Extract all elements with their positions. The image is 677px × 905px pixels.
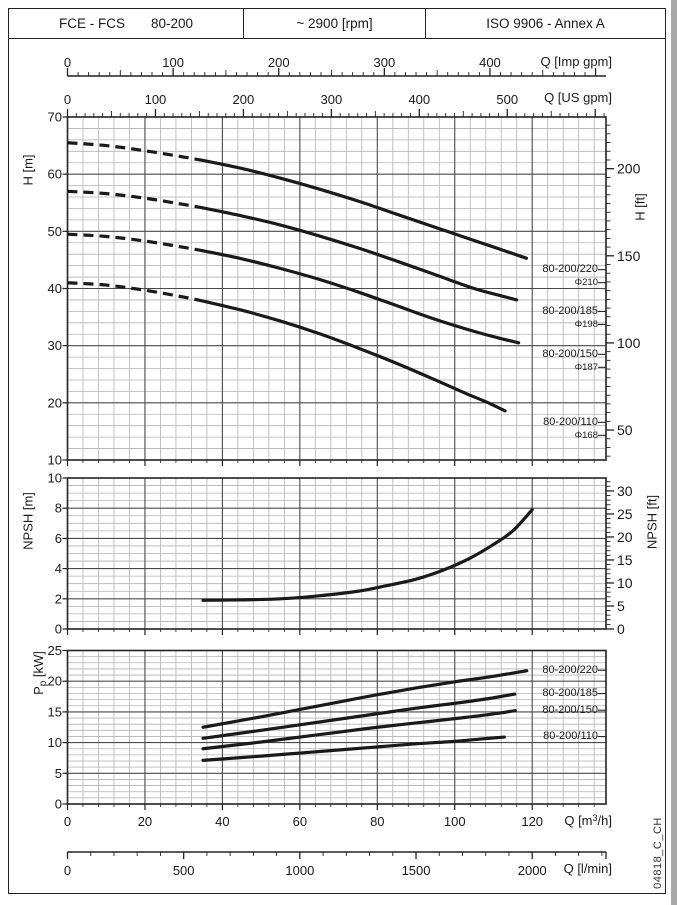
drawing-code: 04818_C_CH xyxy=(652,817,664,889)
head-ytick-label: 20 xyxy=(48,395,62,410)
us-gpm-axis-unit: Q [US gpm] xyxy=(544,90,612,105)
power-ytick-label: 10 xyxy=(48,735,62,750)
power-ytick-label: 0 xyxy=(55,797,62,812)
us-tick-label: 0 xyxy=(64,92,71,107)
curve-label-80-200/185: 80-200/185 xyxy=(542,304,598,317)
imp-tick-label: 300 xyxy=(373,55,395,70)
npsh-ytick-label: 8 xyxy=(55,501,62,516)
npsh-fttick-label: 0 xyxy=(617,621,625,637)
head-ft-axis-label: H [ft] xyxy=(632,193,648,221)
imp-tick-label: 0 xyxy=(64,55,71,70)
m3h-tick-label: 20 xyxy=(138,814,152,829)
pump-speed: ~ 2900 [rpm] xyxy=(296,16,373,31)
npsh-fttick-label: 30 xyxy=(617,483,633,499)
test-standard: ISO 9906 - Annex A xyxy=(486,16,605,31)
pump-size: 80-200 xyxy=(150,16,194,31)
head-fttick-label: 200 xyxy=(617,161,641,177)
m3h-tick-label: 80 xyxy=(370,814,384,829)
curve-80-200/185 xyxy=(201,692,517,740)
npsh-fttick-label: 25 xyxy=(617,506,633,522)
npsh-ft-axis-label: NPSH [ft] xyxy=(644,494,660,550)
m3h-tick-label: 120 xyxy=(521,814,543,829)
curve-80-200/110 xyxy=(201,299,507,413)
power-ytick-label: 15 xyxy=(48,704,62,719)
curve-label-80-200/110: 80-200/110 xyxy=(543,415,598,428)
npsh-plot-frame xyxy=(66,477,607,630)
head-ytick-label: 40 xyxy=(48,281,62,296)
curve-80-200/220 xyxy=(201,669,529,729)
lmin-tick-label: 1500 xyxy=(402,863,431,878)
lmin-tick-label: 2000 xyxy=(518,863,547,878)
power-ytick-label: 25 xyxy=(48,643,62,658)
imp-gpm-axis-unit: Q [Imp gpm] xyxy=(540,54,612,69)
head-fttick-label: 50 xyxy=(617,422,633,438)
header-cell-speed: ~ 2900 [rpm] xyxy=(242,8,427,39)
imp-tick-label: 200 xyxy=(268,55,290,70)
power-label-80-200/220: 80-200/220 xyxy=(542,663,598,676)
us-tick-label: 200 xyxy=(233,92,255,107)
pump-family: FCE - FCS xyxy=(58,16,125,31)
lmin-tick-label: 0 xyxy=(64,863,71,878)
impeller-label-80-200/150: Φ187 xyxy=(574,361,598,373)
npsh-ytick-label: 6 xyxy=(55,531,62,546)
m3h-tick-label: 100 xyxy=(444,814,466,829)
head-ytick-label: 70 xyxy=(48,110,62,125)
us-tick-label: 100 xyxy=(145,92,167,107)
lmin-axis-unit: Q [l/min] xyxy=(563,861,612,876)
head-ytick-label: 50 xyxy=(48,224,62,239)
us-tick-label: 500 xyxy=(496,92,518,107)
curve-80-200/150 xyxy=(201,249,521,345)
curve-80-200/185 xyxy=(201,206,519,302)
head-fttick-label: 150 xyxy=(617,248,641,264)
head-ytick-label: 10 xyxy=(48,453,62,468)
npsh-m-axis-label: NPSH [m] xyxy=(20,492,36,550)
power-ytick-label: 5 xyxy=(55,766,62,781)
curve-80-200/220 xyxy=(201,158,528,260)
impeller-label-80-200/220: Φ210 xyxy=(574,277,598,289)
m3h-tick-label: 40 xyxy=(215,814,229,829)
power-label-80-200/185: 80-200/185 xyxy=(542,687,598,700)
npsh-fttick-label: 15 xyxy=(617,552,633,568)
npsh-ytick-label: 10 xyxy=(48,471,62,486)
power-label-80-200/110: 80-200/110 xyxy=(543,730,598,743)
npsh-ytick-label: 2 xyxy=(55,591,62,606)
power-plot-frame xyxy=(66,649,607,805)
impeller-label-80-200/185: Φ198 xyxy=(574,318,598,330)
imp-tick-label: 100 xyxy=(162,55,184,70)
us-tick-label: 300 xyxy=(321,92,343,107)
lmin-tick-label: 1000 xyxy=(285,863,314,878)
imp-tick-label: 400 xyxy=(479,55,501,70)
head-ytick-label: 60 xyxy=(48,167,62,182)
impeller-label-80-200/110: Φ168 xyxy=(574,429,598,441)
power-label-80-200/150: 80-200/150 xyxy=(542,703,598,716)
lmin-tick-label: 500 xyxy=(173,863,195,878)
power-axis-label: Pp [kW] xyxy=(31,651,49,695)
power-ytick-label: 20 xyxy=(48,674,62,689)
head-ytick-label: 30 xyxy=(48,338,62,353)
curve-NPSH xyxy=(201,508,534,602)
header-cell-standard: ISO 9906 - Annex A xyxy=(425,8,666,39)
npsh-fttick-label: 10 xyxy=(617,575,633,591)
head-m-axis-label: H [m] xyxy=(20,154,36,186)
npsh-ytick-label: 0 xyxy=(55,622,62,637)
npsh-fttick-label: 20 xyxy=(617,529,633,545)
curve-label-80-200/150: 80-200/150 xyxy=(542,347,598,360)
page-border xyxy=(8,8,666,894)
curve-80-200/110 xyxy=(201,735,506,763)
header-cell-model: FCE - FCS 80-200 xyxy=(8,8,244,39)
us-tick-label: 400 xyxy=(408,92,430,107)
m3h-tick-label: 60 xyxy=(293,814,307,829)
scan-edge-shadow xyxy=(671,0,677,905)
curve-label-80-200/220: 80-200/220 xyxy=(542,263,598,276)
npsh-ytick-label: 4 xyxy=(55,561,62,576)
m3h-tick-label: 0 xyxy=(64,814,71,829)
curve-80-200/150 xyxy=(201,709,517,751)
npsh-fttick-label: 5 xyxy=(617,598,625,614)
head-fttick-label: 100 xyxy=(617,335,641,351)
m3h-axis-unit: Q [m3/h] xyxy=(564,813,612,828)
